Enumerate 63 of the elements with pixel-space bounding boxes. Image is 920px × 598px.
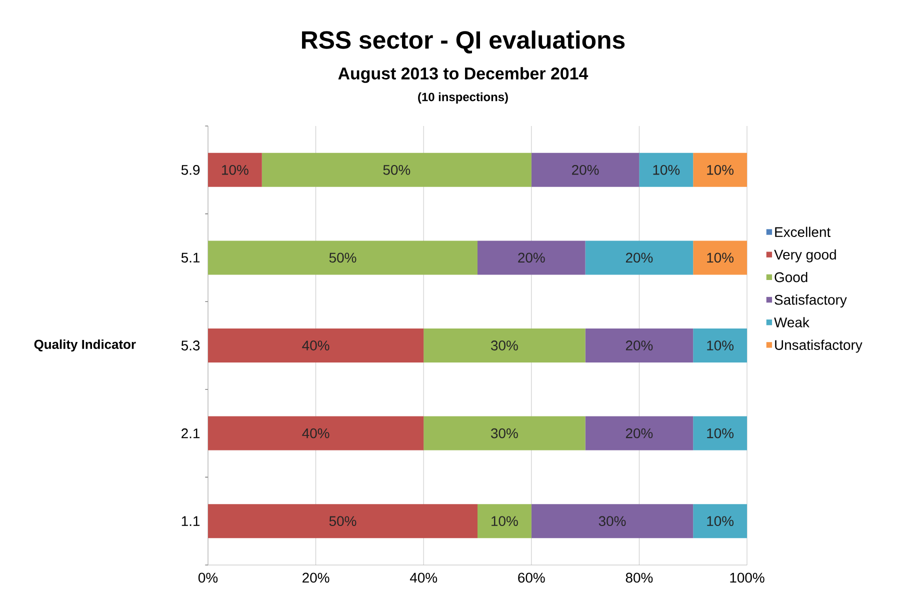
bar [208, 416, 424, 450]
chart-subtitle: August 2013 to December 2014 [338, 67, 588, 83]
x-tick-label: 100% [730, 572, 764, 583]
x-tick-label: 40% [410, 572, 438, 583]
legend-label: Excellent [775, 226, 831, 238]
data-label: 50% [329, 252, 356, 263]
data-label: 10% [707, 516, 734, 526]
bar [208, 240, 478, 275]
data-label: 20% [626, 252, 653, 263]
bar [262, 152, 532, 187]
data-label: 30% [491, 340, 518, 350]
text: (10 inspections) [418, 92, 508, 104]
x-tick-label: 60% [518, 572, 545, 583]
legend-label: Good [774, 272, 808, 282]
bar [424, 328, 586, 363]
data-label: 40% [302, 428, 330, 438]
bar [208, 504, 478, 538]
data-label: 50% [383, 164, 410, 175]
bar [639, 152, 694, 187]
bar [478, 240, 586, 275]
x-tick-label: 20% [302, 572, 330, 583]
data-label: 20% [626, 428, 653, 438]
bar [585, 240, 694, 275]
bar [531, 152, 640, 187]
x-tick-label: 0% [198, 572, 218, 583]
bar [693, 504, 748, 538]
bar [585, 328, 694, 363]
data-label: 10% [707, 252, 734, 263]
data-label: 10% [492, 516, 518, 526]
data-label: 10% [653, 164, 680, 175]
data-label: 20% [518, 252, 545, 263]
y-axis-title: Quality Indicator [34, 339, 136, 352]
y-tick-label: 5.9 [181, 164, 200, 175]
data-label: 40% [302, 340, 330, 350]
data-label: 10% [707, 164, 734, 175]
bar [208, 328, 424, 363]
chart-title: RSS sector - QI evaluations [302, 30, 625, 54]
data-label: 30% [598, 516, 626, 526]
legend-label: Weak [774, 317, 810, 328]
y-tick-label: 5.1 [181, 252, 200, 263]
bar [693, 328, 748, 363]
bar [585, 416, 694, 450]
legend-label: Unsatisfactory [775, 340, 862, 353]
data-label: 10% [707, 428, 734, 438]
bar [531, 504, 694, 538]
legend-label: Very good [774, 249, 836, 262]
bar [424, 416, 586, 450]
bar [693, 152, 748, 187]
bar [478, 504, 532, 538]
bar [208, 152, 262, 187]
data-label: 50% [329, 516, 356, 526]
legend-label: Satisfactory [774, 294, 847, 308]
y-tick-label: 5.3 [181, 340, 200, 350]
y-tick-label: 2.1 [182, 428, 200, 438]
data-label: 20% [572, 164, 599, 175]
x-tick-label: 80% [626, 572, 653, 583]
bar [693, 240, 748, 275]
y-tick-label: 1.1 [182, 516, 200, 526]
data-label: 10% [707, 340, 734, 350]
bar [693, 416, 748, 450]
data-label: 20% [626, 340, 653, 350]
data-label: 10% [222, 164, 248, 175]
data-label: 30% [491, 428, 518, 438]
